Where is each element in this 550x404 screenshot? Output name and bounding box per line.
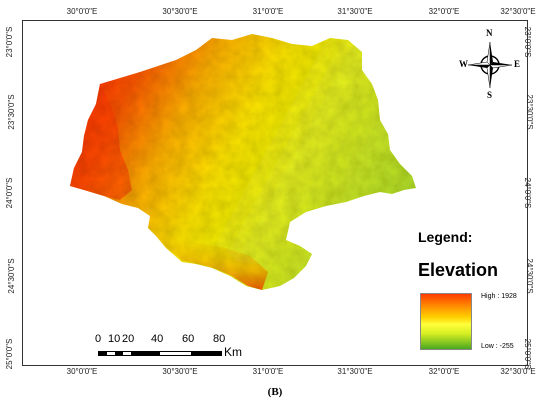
elevation-color-ramp — [420, 293, 472, 350]
map-frame — [22, 20, 528, 366]
tick-label: 25°0'0"S — [522, 338, 532, 370]
tick-label: 24°30'0"S — [7, 258, 17, 294]
compass-north: N — [486, 28, 493, 38]
tick-label: 23°0'0"S — [522, 26, 532, 58]
tick-label: 30°30'0"E — [162, 367, 198, 376]
tick-label: 31°0'0"E — [252, 7, 284, 16]
tick-label: 32°0'0"E — [428, 7, 460, 16]
tick-label: 25°0'0"S — [4, 338, 14, 370]
figure-caption: (B) — [267, 386, 283, 398]
tick-label: 24°0'0"S — [522, 177, 532, 209]
tick-label: 31°30'0"E — [337, 367, 373, 376]
scale-unit: Km — [224, 345, 242, 359]
elevation-region — [70, 34, 416, 290]
legend-low-label: Low : -255 — [481, 343, 514, 350]
compass-west: W — [459, 59, 468, 69]
tick-label: 30°0'0"E — [66, 367, 98, 376]
tick-label: 23°30'0"S — [7, 94, 17, 130]
tick-label: 23°30'0"S — [525, 94, 535, 130]
compass-south: S — [487, 90, 493, 100]
tick-label: 30°30'0"E — [162, 7, 198, 16]
scale-number: 20 — [122, 333, 135, 345]
scale-number: 0 — [95, 333, 102, 345]
legend-title: Legend: — [418, 229, 473, 245]
legend-high-label: High : 1928 — [481, 293, 517, 300]
tick-label: 31°30'0"E — [337, 7, 373, 16]
tick-label: 32°30'0"E — [500, 7, 536, 16]
compass-rose-icon: N S W E — [459, 28, 521, 100]
tick-label: 32°30'0"E — [500, 367, 536, 376]
tick-label: 24°30'0"S — [525, 258, 535, 294]
scale-number: 60 — [182, 333, 195, 345]
scale-number: 80 — [213, 333, 226, 345]
tick-label: 23°0'0"S — [4, 26, 14, 58]
tick-label: 31°0'0"E — [252, 367, 284, 376]
scale-number: 40 — [151, 333, 164, 345]
legend-subtitle: Elevation — [418, 260, 499, 280]
compass-east: E — [514, 59, 521, 69]
scale-bar — [98, 351, 222, 356]
tick-label: 30°0'0"E — [66, 7, 98, 16]
scale-number: 10 — [108, 333, 121, 345]
tick-label: 32°0'0"E — [428, 367, 460, 376]
tick-label: 24°0'0"S — [4, 177, 14, 209]
